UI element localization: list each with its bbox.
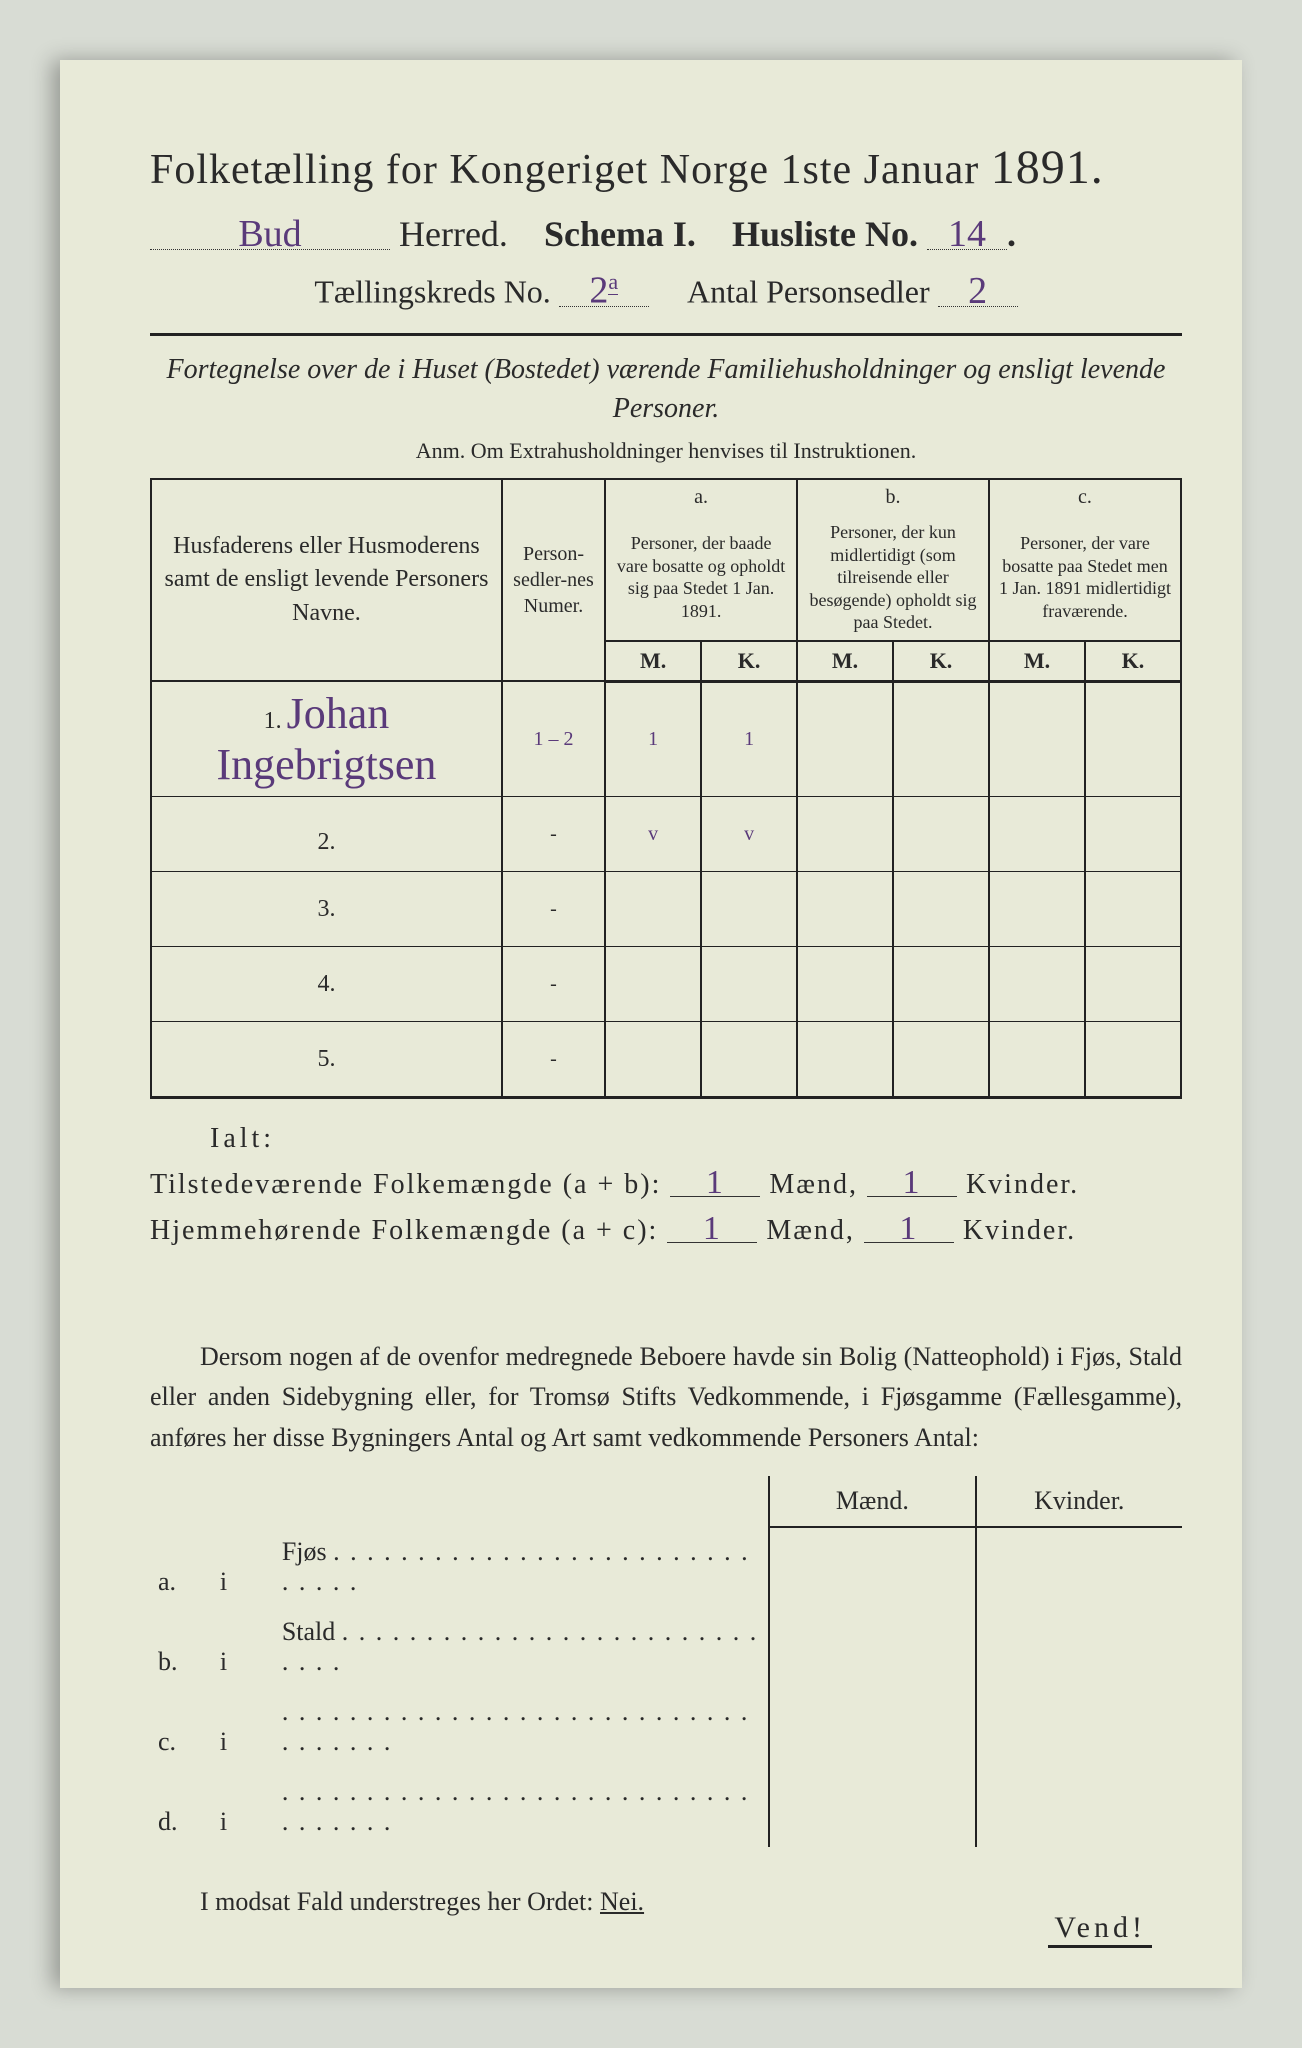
husliste-value: 14 xyxy=(927,219,1007,250)
building-table: Mænd. Kvinder. a. i Fjøs . . . . . . . .… xyxy=(150,1476,1182,1847)
col-c-m: M. xyxy=(989,641,1085,682)
sum-line-2: Hjemmehørende Folkemængde (a + c): 1 Mæn… xyxy=(150,1215,1182,1247)
title-prefix: Folketælling for Kongeriget Norge 1ste J… xyxy=(150,147,979,193)
nei-line: I modsat Fald understreges her Ordet: Ne… xyxy=(150,1887,1182,1917)
bottom-row: b. i Stald . . . . . . . . . . . . . . .… xyxy=(150,1607,1182,1687)
table-row: 2. - v v xyxy=(151,797,1181,872)
col-a-m: M. xyxy=(605,641,701,682)
vend-label: Vend! xyxy=(1048,1911,1152,1948)
bottom-row: a. i Fjøs . . . . . . . . . . . . . . . … xyxy=(150,1527,1182,1607)
sum-line-1: Tilstedeværende Folkemængde (a + b): 1 M… xyxy=(150,1169,1182,1201)
kreds-value: 2a xyxy=(559,273,649,307)
bottom-head-k: Kvinder. xyxy=(976,1476,1182,1527)
schema-label: Schema I. xyxy=(544,214,696,254)
header-row-2: Bud Herred. Schema I. Husliste No. 14. xyxy=(150,213,1182,255)
table-row: 1. Johan Ingebrigtsen 1 – 2 1 1 xyxy=(151,681,1181,797)
col-b-k: K. xyxy=(893,641,989,682)
husliste-label: Husliste No. xyxy=(732,214,918,254)
col-b-top: b. xyxy=(797,479,989,515)
rule-1 xyxy=(150,333,1182,336)
table-row: 4. - xyxy=(151,947,1181,1022)
col-c-top: c. xyxy=(989,479,1181,515)
antal-value: 2 xyxy=(938,276,1018,307)
col-b-header: Personer, der kun midlertidigt (som tilr… xyxy=(797,515,989,641)
herred-label: Herred. xyxy=(399,214,508,254)
col-a-header: Personer, der baade vare bosatte og opho… xyxy=(605,515,797,641)
table-row: 3. - xyxy=(151,872,1181,947)
col-a-top: a. xyxy=(605,479,797,515)
col-b-m: M. xyxy=(797,641,893,682)
table-row: 5. - xyxy=(151,1022,1181,1098)
col-a-k: K. xyxy=(701,641,797,682)
title-line: Folketælling for Kongeriget Norge 1ste J… xyxy=(150,140,1182,195)
herred-value: Bud xyxy=(150,219,390,250)
bottom-row: d. i . . . . . . . . . . . . . . . . . .… xyxy=(150,1767,1182,1847)
bottom-paragraph: Dersom nogen af de ovenfor medregnede Be… xyxy=(150,1337,1182,1458)
col-c-header: Personer, der vare bosatte paa Stedet me… xyxy=(989,515,1181,641)
kreds-label: Tællingskreds No. xyxy=(314,274,550,310)
col-num-header: Person-sedler-nes Numer. xyxy=(502,479,605,681)
ialt-label: Ialt: xyxy=(210,1123,1182,1155)
col-c-k: K. xyxy=(1085,641,1181,682)
anm-note: Anm. Om Extrahusholdninger henvises til … xyxy=(150,438,1182,464)
subheading: Fortegnelse over de i Huset (Bostedet) v… xyxy=(150,350,1182,428)
col-name-header: Husfaderens eller Husmoderens samt de en… xyxy=(151,479,502,681)
bottom-row: c. i . . . . . . . . . . . . . . . . . .… xyxy=(150,1687,1182,1767)
household-table: Husfaderens eller Husmoderens samt de en… xyxy=(150,478,1182,1099)
bottom-head-m: Mænd. xyxy=(769,1476,975,1527)
header-row-3: Tællingskreds No. 2a Antal Personsedler … xyxy=(150,273,1182,311)
nei-word: Nei. xyxy=(600,1887,644,1916)
title-year: 1891. xyxy=(991,141,1104,194)
antal-label: Antal Personsedler xyxy=(687,274,930,310)
census-form-page: Folketælling for Kongeriget Norge 1ste J… xyxy=(60,60,1242,1988)
